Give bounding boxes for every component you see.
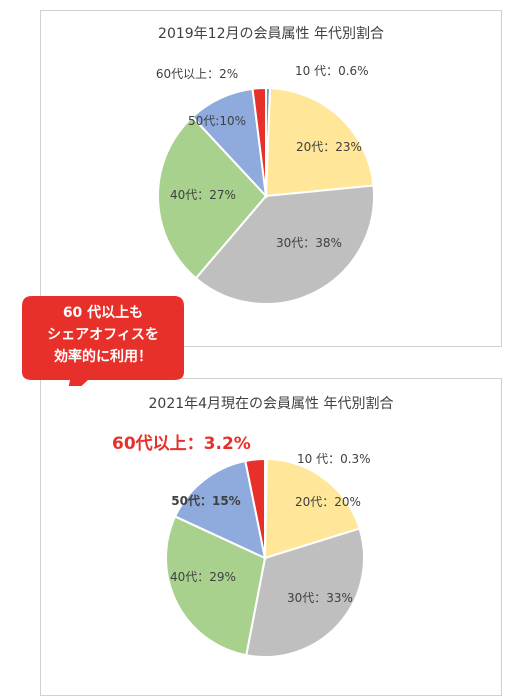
pie-slice-20代 bbox=[263, 457, 361, 560]
pie-slice-50代 bbox=[173, 459, 267, 560]
callout-line-3: 効率的に利用！ bbox=[54, 349, 152, 365]
pie-slice-40代 bbox=[157, 115, 268, 280]
chart-panel-2019: 2019年12月の会員属性 年代別割合 10 代：0.6% 20代：23% 30代：… bbox=[40, 10, 502, 347]
slice-label-50代: 50代：15% bbox=[171, 493, 240, 508]
pie-slice-30代 bbox=[245, 527, 365, 658]
slice-label-50代: 50代:10% bbox=[188, 114, 246, 128]
chart-title-2019: 2019年12月の会員属性 年代別割合 bbox=[158, 26, 384, 42]
chart-title-2021: 2021年4月現在の会員属性 年代別割合 bbox=[148, 396, 394, 412]
callout-line-1: 60 代以上も bbox=[62, 305, 144, 321]
chart-panel-2021: 2021年4月現在の会員属性 年代別割合 10 代：0.3% 20代：20% 30代… bbox=[40, 378, 502, 696]
slice-label-20代: 20代：20% bbox=[295, 495, 361, 509]
callout-shape bbox=[22, 296, 184, 386]
pie-chart-2021: 10 代：0.3% 20代：20% 30代：33% 40代：29% 50代：15% bbox=[165, 452, 371, 658]
slice-label-10代: 10 代：0.3% bbox=[297, 452, 371, 466]
callout-text: 60 代以上も シェアオフィスを 効率的に利用！ bbox=[22, 302, 184, 368]
pie-slice-60代以上 bbox=[251, 86, 267, 197]
pie-chart-2019: 10 代：0.6% 20代：23% 30代：38% 40代：27% 50代:10% 60代… bbox=[156, 64, 375, 305]
pie-slice-60代以上 bbox=[244, 457, 266, 559]
slice-label-20代: 20代：23% bbox=[296, 140, 362, 154]
callout-bubble: 60 代以上も シェアオフィスを 効率的に利用！ bbox=[22, 296, 184, 386]
pie-slice-30代 bbox=[194, 184, 375, 305]
callout-line-2: シェアオフィスを bbox=[47, 327, 159, 343]
slice-label-10代: 10 代：0.6% bbox=[295, 64, 369, 78]
pie-slice-20代 bbox=[264, 87, 375, 198]
slice-label-40代: 40代：29% bbox=[170, 570, 236, 584]
highlight-60-plus: 60代以上：3.2% bbox=[112, 434, 251, 454]
pie-slice-40代 bbox=[165, 515, 267, 657]
slice-label-60代以上: 60代以上：2% bbox=[156, 67, 238, 81]
slice-label-30代: 30代：33% bbox=[287, 591, 353, 605]
slice-label-30代: 30代：38% bbox=[276, 236, 342, 250]
slice-label-40代: 40代：27% bbox=[170, 188, 236, 202]
